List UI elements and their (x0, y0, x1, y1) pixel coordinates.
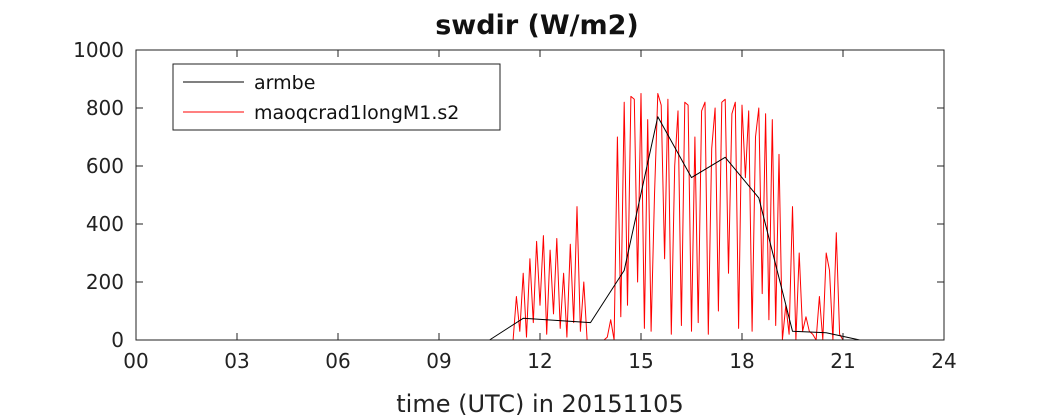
chart-title: swdir (W/m2) (435, 10, 639, 41)
x-tick-label: 24 (931, 349, 956, 373)
x-tick-label: 12 (527, 349, 552, 373)
y-axis: 0 200 400 600 800 1000 (73, 38, 944, 352)
legend: armbe maoqcrad1longM1.s2 (172, 63, 501, 131)
y-tick-label: 800 (86, 96, 124, 120)
y-tick-label: 600 (86, 154, 124, 178)
series-layer (136, 93, 944, 341)
series-line-armbe (136, 116, 944, 341)
y-tick-label: 200 (86, 270, 124, 294)
legend-label-maoqcrad: maoqcrad1longM1.s2 (254, 102, 459, 124)
x-tick-label: 15 (628, 349, 653, 373)
x-tick-label: 21 (830, 349, 855, 373)
series-line-maoqcrad1longm1-s2 (136, 93, 944, 341)
x-axis-label: time (UTC) in 20151105 (396, 390, 683, 417)
x-tick-label: 06 (325, 349, 350, 373)
y-tick-label: 0 (111, 328, 124, 352)
legend-label-armbe: armbe (254, 72, 315, 94)
x-tick-label: 03 (224, 349, 249, 373)
x-tick-label: 00 (123, 349, 148, 373)
y-tick-label: 400 (86, 212, 124, 236)
legend-box (172, 63, 501, 131)
x-tick-label: 09 (426, 349, 451, 373)
x-tick-label: 18 (729, 349, 754, 373)
y-tick-label: 1000 (73, 38, 124, 62)
x-axis: 00 03 06 09 12 15 18 21 24 (123, 50, 957, 373)
